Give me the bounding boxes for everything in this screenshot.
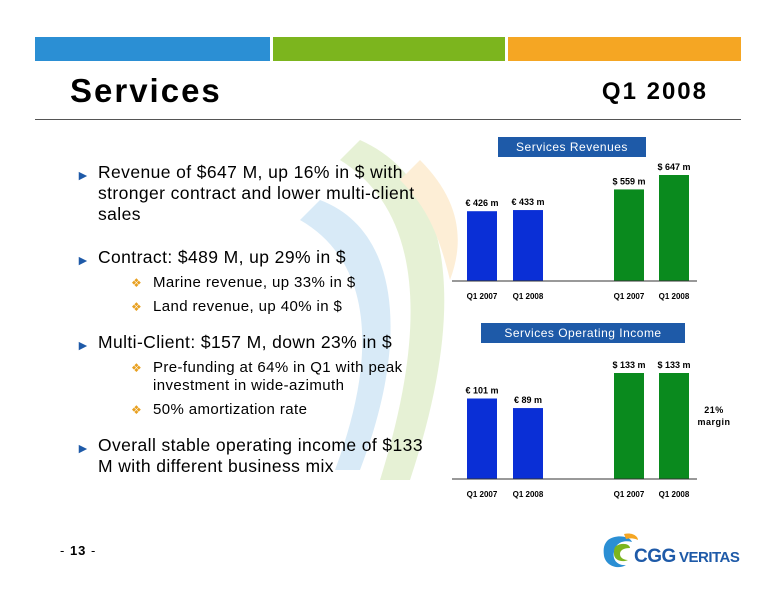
bullet-text: Multi-Client: $157 M, down 23% in $: [98, 332, 393, 352]
operating-income-chart: € 101 m Q1 2007 € 89 m Q1 2008 $ 133 m Q1 200…: [452, 352, 697, 502]
bar-value-label: € 101 m: [465, 386, 498, 396]
diamond-bullet-icon: ❖: [131, 300, 143, 314]
sub-bullet-text: Land revenue, up 40% in $: [153, 298, 343, 315]
header-bar-green: [273, 37, 505, 61]
diamond-bullet-icon: ❖: [131, 276, 143, 290]
category-label: Q1 2008: [659, 292, 690, 301]
bullet-text: Overall stable operating income of $133 …: [98, 435, 423, 476]
bar-1-1: [513, 408, 543, 479]
header-bar-blue: [35, 37, 270, 61]
revenue-chart-title: Services Revenues: [498, 137, 646, 157]
bar-0-0: [467, 211, 497, 281]
sub-bullet-item: ❖ Land revenue, up 40% in $: [98, 298, 436, 316]
bar-value-label: $ 647 m: [657, 162, 690, 172]
sub-bullet-item: ❖ 50% amortization rate: [98, 401, 436, 419]
category-label: Q1 2007: [467, 292, 498, 301]
bar-0-3: [659, 175, 689, 281]
bar-value-label: € 89 m: [514, 395, 542, 405]
category-label: Q1 2008: [513, 490, 544, 499]
sub-bullet-text: Pre-funding at 64% in Q1 with peak inves…: [153, 359, 403, 394]
category-label: Q1 2008: [513, 292, 544, 301]
bar-0-2: [614, 189, 644, 281]
revenue-chart-svg: € 426 m Q1 2007 € 433 m Q1 2008 $ 559 m Q1 20…: [452, 162, 697, 301]
bullet-item: ► Revenue of $647 M, up 16% in $ with str…: [76, 162, 436, 225]
page-title: Services: [70, 72, 222, 109]
bullet-text: Contract: $489 M, up 29% in $: [98, 247, 346, 267]
bullet-arrow-icon: ►: [76, 440, 91, 456]
category-label: Q1 2008: [659, 490, 690, 499]
bullet-arrow-icon: ►: [76, 337, 91, 353]
bar-0-1: [513, 210, 543, 281]
sub-bullet-text: 50% amortization rate: [153, 401, 308, 418]
category-label: Q1 2007: [614, 490, 645, 499]
cggveritas-logo: CGG VERITAS: [603, 533, 740, 568]
bullet-item: ► Overall stable operating income of $133…: [76, 435, 436, 477]
bar-value-label: $ 133 m: [612, 360, 645, 370]
category-label: Q1 2007: [467, 490, 498, 499]
diamond-bullet-icon: ❖: [131, 361, 143, 375]
bar-1-0: [467, 398, 497, 479]
bullet-text: Revenue of $647 M, up 16% in $ with stro…: [98, 162, 415, 224]
bar-value-label: € 426 m: [465, 198, 498, 208]
category-label: Q1 2007: [614, 292, 645, 301]
bullet-item: ► Contract: $489 M, up 29% in $ ❖ Marine re…: [76, 247, 436, 316]
bullet-arrow-icon: ►: [76, 167, 91, 183]
sub-bullet-item: ❖ Pre-funding at 64% in Q1 with peak inve…: [98, 359, 436, 395]
bar-value-label: € 433 m: [511, 197, 544, 207]
page-number-suffix: -: [86, 543, 97, 558]
bar-value-label: $ 559 m: [612, 176, 645, 186]
period-label: Q1 2008: [601, 78, 708, 105]
bullet-list: ► Revenue of $647 M, up 16% in $ with str…: [76, 162, 436, 499]
background-logo-watermark: [300, 140, 458, 480]
operating-income-chart-title: Services Operating Income: [481, 323, 685, 343]
bar-1-3: [659, 373, 689, 479]
bullet-arrow-icon: ►: [76, 252, 91, 268]
diamond-bullet-icon: ❖: [131, 403, 143, 417]
bar-1-2: [614, 373, 644, 479]
header-bar-orange: [508, 37, 741, 61]
title-divider: [35, 119, 741, 120]
page-number: - 13 -: [60, 543, 96, 558]
sub-bullet-text: Marine revenue, up 33% in $: [153, 274, 356, 291]
logo-text-veritas: VERITAS: [679, 549, 740, 566]
page-number-value: 13: [69, 543, 87, 558]
operating-income-chart-svg: € 101 m Q1 2007 € 89 m Q1 2008 $ 133 m Q1 200…: [452, 360, 697, 499]
logo-text-cgg: CGG: [634, 546, 676, 567]
revenue-chart: € 426 m Q1 2007 € 433 m Q1 2008 $ 559 m Q1 20…: [452, 158, 697, 303]
bullet-item: ► Multi-Client: $157 M, down 23% in $ ❖ Pre…: [76, 332, 436, 419]
sub-bullet-item: ❖ Marine revenue, up 33% in $: [98, 274, 436, 292]
margin-note: 21% margin: [697, 405, 731, 427]
bar-value-label: $ 133 m: [657, 360, 690, 370]
page-number-prefix: -: [60, 543, 70, 558]
